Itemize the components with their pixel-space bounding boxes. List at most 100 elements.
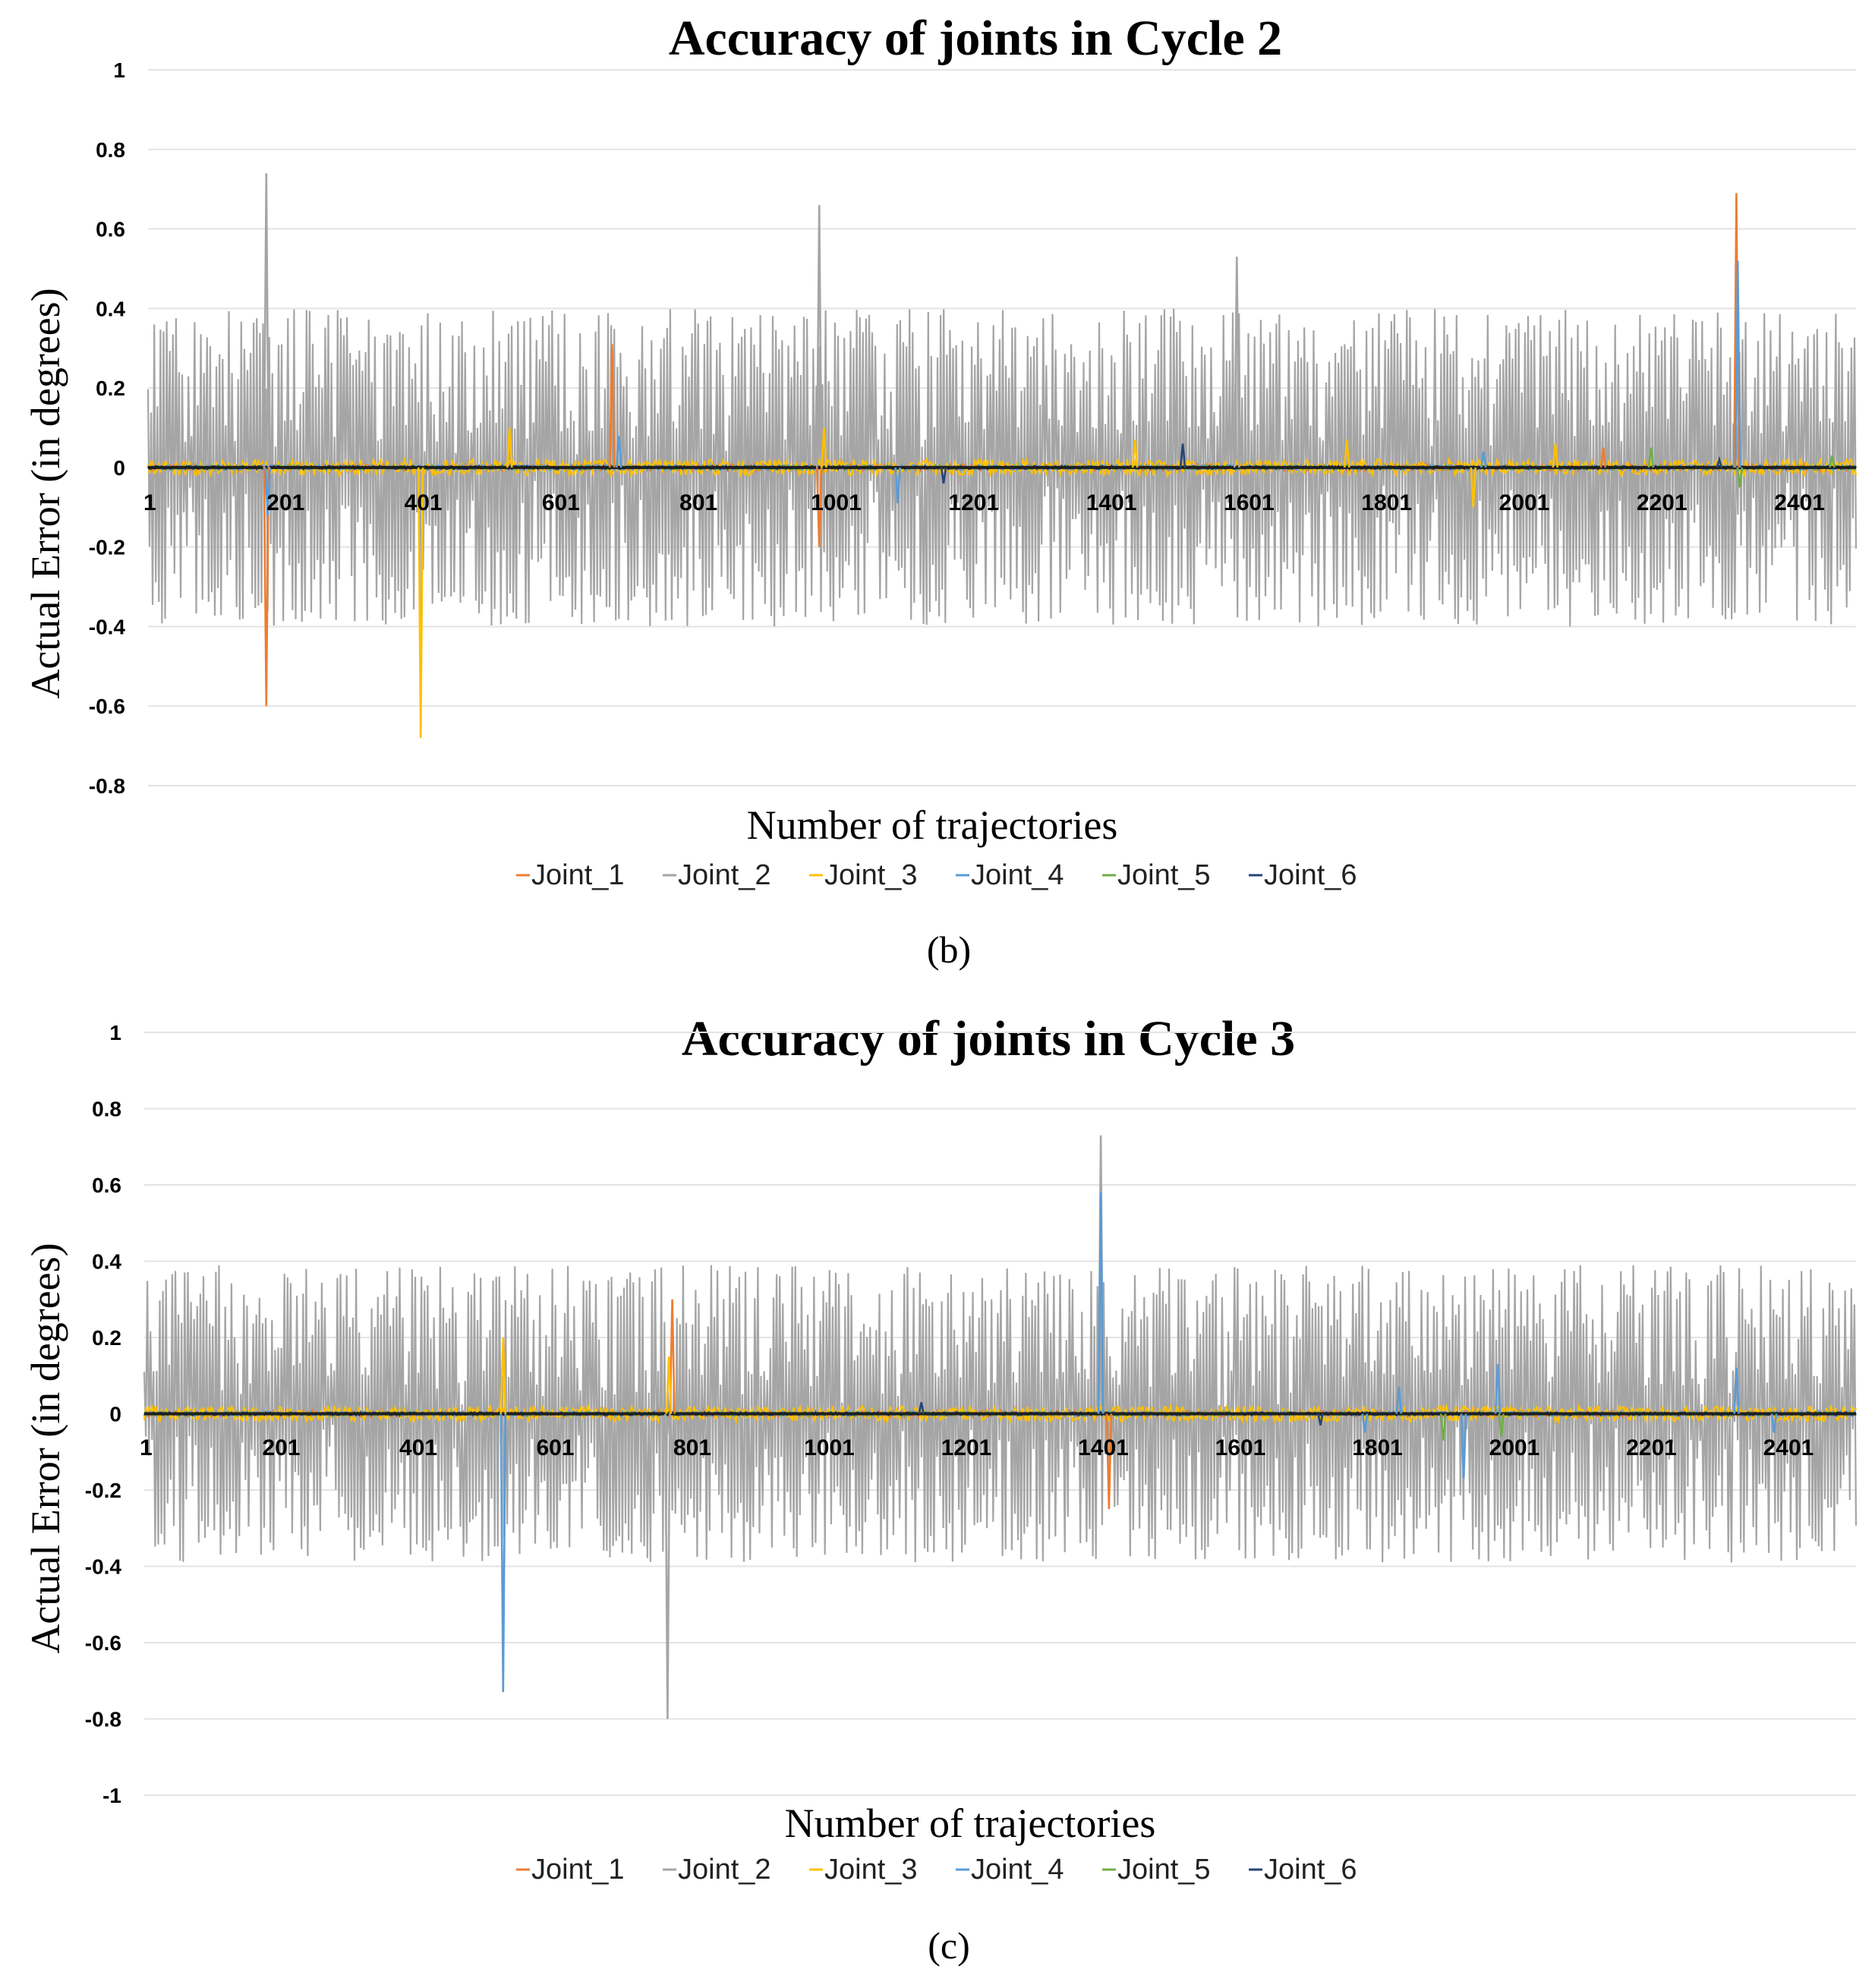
legend-label: Joint_1 [531, 1854, 625, 1886]
series-lines [143, 1135, 1858, 1719]
x-tick-label: 2001 [1489, 1435, 1540, 1460]
legend-item-joint-6: Joint_6 [1249, 1854, 1357, 1886]
x-tick-label: 1001 [804, 1435, 855, 1460]
y-tick-labels: 1 0.8 0.6 0.4 0.2 0 -0.2 -0.4 -0.6 -0.8 -1 [85, 1021, 122, 1807]
y-axis-title: Actual Error (in degrees) [23, 288, 68, 698]
legend: Joint_1 Joint_2 Joint_3 Joint_4 Joint_5 Joint… [516, 859, 1357, 891]
spike-joint-6 [918, 1402, 925, 1414]
spike-joint-2 [263, 173, 270, 468]
spike-joint-4 [264, 467, 271, 515]
x-tick-label: 201 [266, 490, 304, 515]
legend-label: Joint_3 [824, 1854, 918, 1886]
legend-item-joint-2: Joint_2 [663, 1854, 771, 1886]
legend-label: Joint_4 [971, 859, 1064, 891]
y-tick-label: 0.8 [96, 138, 125, 162]
panel-caption: (c) [928, 1924, 970, 1967]
spike-joint-5 [1736, 467, 1744, 488]
y-tick-labels: 1 0.8 0.6 0.4 0.2 0 -0.2 -0.4 -0.6 -0.8 [89, 58, 126, 798]
spike-joint-4 [1480, 451, 1487, 468]
spike-joint-6 [1716, 455, 1723, 468]
x-tick-label: 1601 [1224, 490, 1275, 515]
spike-joint-1 [669, 1299, 676, 1414]
legend-label: Joint_3 [824, 859, 918, 891]
x-tick-label: 1 [140, 1435, 153, 1460]
x-tick-label: 1001 [811, 490, 862, 515]
legend-label: Joint_2 [678, 859, 771, 891]
legend-item-joint-4: Joint_4 [956, 1854, 1064, 1886]
y-axis-title: Actual Error (in degrees) [23, 1243, 68, 1653]
y-tick-label: -0.8 [89, 774, 125, 798]
legend-item-joint-5: Joint_5 [1102, 859, 1211, 891]
x-tick-labels: 1 201 401 601 801 1001 1201 1401 1601 1801 2001 220… [143, 490, 1825, 515]
y-tick-label: 0.6 [92, 1174, 121, 1197]
y-tick-label: 1 [109, 1021, 121, 1044]
x-tick-label: 401 [405, 490, 443, 515]
spike-joint-4 [894, 467, 901, 504]
x-tick-label: 1801 [1361, 490, 1412, 515]
spike-joint-1 [263, 467, 270, 707]
y-tick-label: 1 [113, 58, 125, 82]
spike-joint-4 [1361, 1413, 1369, 1433]
legend-item-joint-4: Joint_4 [956, 859, 1064, 891]
x-axis-title: Number of trajectories [785, 1801, 1156, 1846]
x-tick-label: 601 [536, 1435, 574, 1460]
x-tick-label: 1401 [1078, 1435, 1129, 1460]
spike-joint-4 [1770, 1413, 1778, 1433]
x-tick-label: 201 [262, 1435, 300, 1460]
legend-item-joint-1: Joint_1 [516, 1854, 625, 1886]
y-tick-label: 0.8 [92, 1098, 121, 1121]
legend-item-joint-6: Joint_6 [1249, 859, 1357, 891]
spike-joint-4 [1734, 260, 1741, 468]
spike-joint-3 [665, 1356, 673, 1414]
spike-joint-6 [1179, 443, 1186, 468]
spike-joint-1 [1599, 447, 1607, 468]
spike-joint-3 [1552, 443, 1559, 468]
legend-label: Joint_6 [1264, 859, 1357, 891]
legend-label: Joint_6 [1264, 1854, 1357, 1886]
y-tick-label: -0.2 [89, 536, 125, 559]
y-tick-label: -0.6 [85, 1631, 121, 1655]
x-tick-label: 1201 [948, 490, 999, 515]
spike-joint-4 [1733, 1368, 1740, 1414]
spike-joint-5 [1498, 1413, 1505, 1437]
y-tick-label: 0.2 [92, 1326, 121, 1350]
series-line-joint-2 [143, 1265, 1858, 1563]
legend-item-joint-2: Joint_2 [663, 859, 771, 891]
spike-joint-4 [616, 435, 622, 468]
spike-joint-3 [506, 427, 513, 468]
y-tick-label: -0.2 [85, 1479, 121, 1502]
legend-item-joint-3: Joint_3 [809, 859, 918, 891]
series-lines [147, 173, 1858, 739]
x-tick-label: 601 [542, 490, 580, 515]
spike-joint-1 [1105, 1413, 1113, 1510]
spike-joint-2 [664, 1413, 671, 1719]
x-axis-title: Number of trajectories [747, 802, 1118, 848]
series-line-joint-2 [147, 308, 1858, 627]
spike-joint-6 [1317, 1413, 1324, 1426]
chart-title: Accuracy of joints in Cycle 3 [682, 1011, 1295, 1066]
legend-label: Joint_4 [971, 1854, 1064, 1886]
x-tick-label: 1401 [1086, 490, 1137, 515]
legend-item-joint-3: Joint_3 [809, 1854, 918, 1886]
spike-joint-5 [1439, 1413, 1447, 1441]
x-tick-label: 801 [673, 1435, 711, 1460]
y-tick-label: -1 [102, 1784, 121, 1807]
spike-joint-3 [1470, 467, 1477, 508]
x-tick-label: 2401 [1763, 1435, 1814, 1460]
chart-panel-cycle-3: Accuracy of joints in Cycle 3 1 0.8 0.6 0.4… [23, 1011, 1858, 1967]
spike-joint-4 [1494, 1364, 1502, 1414]
legend-label: Joint_1 [531, 859, 625, 891]
chart-title: Accuracy of joints in Cycle 2 [669, 11, 1282, 66]
y-tick-label: -0.4 [89, 615, 126, 638]
spike-joint-4 [1460, 1413, 1467, 1479]
x-tick-label: 2201 [1626, 1435, 1677, 1460]
spike-joint-1 [815, 467, 823, 547]
y-tick-label: 0 [113, 456, 125, 480]
y-tick-label: 0.2 [96, 376, 125, 400]
x-tick-label: 801 [679, 490, 717, 515]
legend-item-joint-5: Joint_5 [1102, 1854, 1211, 1886]
spike-joint-3 [499, 1337, 507, 1414]
x-tick-label: 1601 [1215, 1435, 1266, 1460]
spike-joint-4 [499, 1413, 507, 1693]
